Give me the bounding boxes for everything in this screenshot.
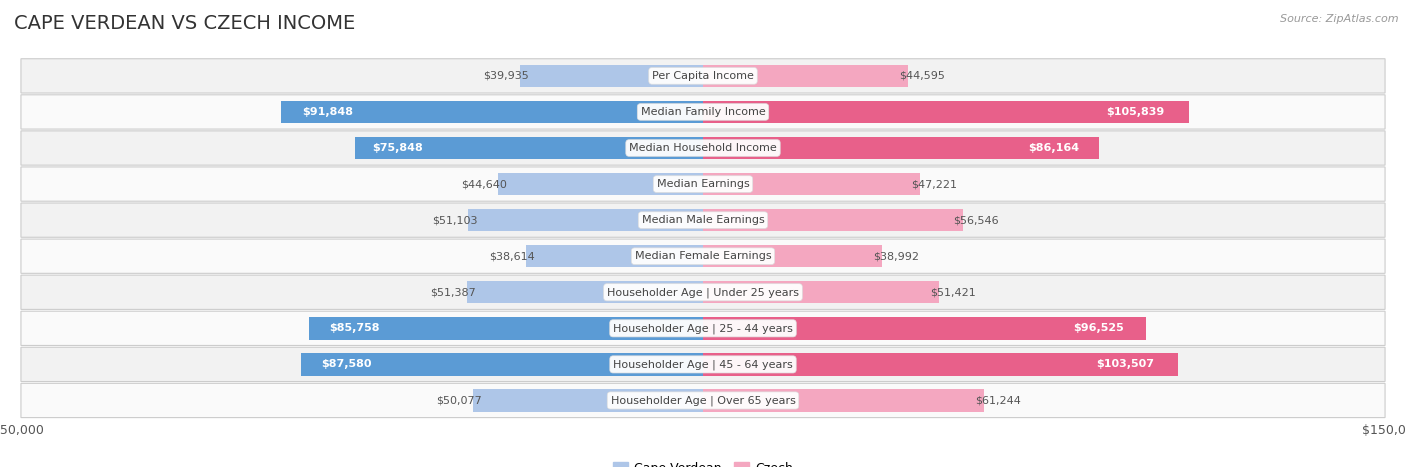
Bar xyxy=(498,173,703,195)
FancyBboxPatch shape xyxy=(21,167,1385,201)
Bar xyxy=(301,353,703,375)
Text: Median Family Income: Median Family Income xyxy=(641,107,765,117)
Bar xyxy=(703,281,939,304)
Bar xyxy=(526,245,703,268)
FancyBboxPatch shape xyxy=(21,203,1385,237)
Bar xyxy=(520,65,703,87)
Bar xyxy=(309,317,703,340)
Text: $44,640: $44,640 xyxy=(461,179,508,189)
Text: $38,992: $38,992 xyxy=(873,251,920,261)
Text: $51,421: $51,421 xyxy=(929,287,976,297)
Text: Householder Age | 45 - 64 years: Householder Age | 45 - 64 years xyxy=(613,359,793,370)
Bar xyxy=(472,389,703,411)
Text: $50,077: $50,077 xyxy=(436,396,482,405)
Text: CAPE VERDEAN VS CZECH INCOME: CAPE VERDEAN VS CZECH INCOME xyxy=(14,14,356,33)
FancyBboxPatch shape xyxy=(21,383,1385,417)
Bar xyxy=(703,101,1189,123)
Text: $39,935: $39,935 xyxy=(484,71,529,81)
Text: Householder Age | Over 65 years: Householder Age | Over 65 years xyxy=(610,395,796,406)
Text: $47,221: $47,221 xyxy=(911,179,956,189)
Text: Source: ZipAtlas.com: Source: ZipAtlas.com xyxy=(1281,14,1399,24)
Text: Per Capita Income: Per Capita Income xyxy=(652,71,754,81)
FancyBboxPatch shape xyxy=(21,275,1385,310)
Text: $87,580: $87,580 xyxy=(321,360,371,369)
Bar xyxy=(468,209,703,231)
Text: Householder Age | 25 - 44 years: Householder Age | 25 - 44 years xyxy=(613,323,793,333)
Text: $38,614: $38,614 xyxy=(489,251,534,261)
Text: $86,164: $86,164 xyxy=(1028,143,1078,153)
FancyBboxPatch shape xyxy=(21,239,1385,273)
Text: $75,848: $75,848 xyxy=(373,143,423,153)
Bar xyxy=(703,65,908,87)
Bar xyxy=(703,317,1146,340)
Text: Householder Age | Under 25 years: Householder Age | Under 25 years xyxy=(607,287,799,297)
FancyBboxPatch shape xyxy=(21,59,1385,93)
Bar xyxy=(354,137,703,159)
Bar xyxy=(703,245,882,268)
Text: $85,758: $85,758 xyxy=(329,323,380,333)
FancyBboxPatch shape xyxy=(21,311,1385,346)
Bar xyxy=(703,173,920,195)
FancyBboxPatch shape xyxy=(21,347,1385,382)
Text: $61,244: $61,244 xyxy=(976,396,1021,405)
Text: $51,387: $51,387 xyxy=(430,287,477,297)
Legend: Cape Verdean, Czech: Cape Verdean, Czech xyxy=(607,457,799,467)
Text: Median Male Earnings: Median Male Earnings xyxy=(641,215,765,225)
FancyBboxPatch shape xyxy=(21,131,1385,165)
FancyBboxPatch shape xyxy=(21,95,1385,129)
Text: $56,546: $56,546 xyxy=(953,215,1000,225)
Bar xyxy=(281,101,703,123)
Text: $96,525: $96,525 xyxy=(1073,323,1125,333)
Bar xyxy=(467,281,703,304)
Bar xyxy=(703,389,984,411)
Text: $91,848: $91,848 xyxy=(302,107,353,117)
Text: Median Household Income: Median Household Income xyxy=(628,143,778,153)
Bar xyxy=(703,137,1098,159)
Text: $103,507: $103,507 xyxy=(1097,360,1154,369)
Bar xyxy=(703,353,1178,375)
Bar xyxy=(703,209,963,231)
Text: Median Female Earnings: Median Female Earnings xyxy=(634,251,772,261)
Text: Median Earnings: Median Earnings xyxy=(657,179,749,189)
Text: $105,839: $105,839 xyxy=(1107,107,1164,117)
Text: $51,103: $51,103 xyxy=(432,215,478,225)
Text: $44,595: $44,595 xyxy=(898,71,945,81)
